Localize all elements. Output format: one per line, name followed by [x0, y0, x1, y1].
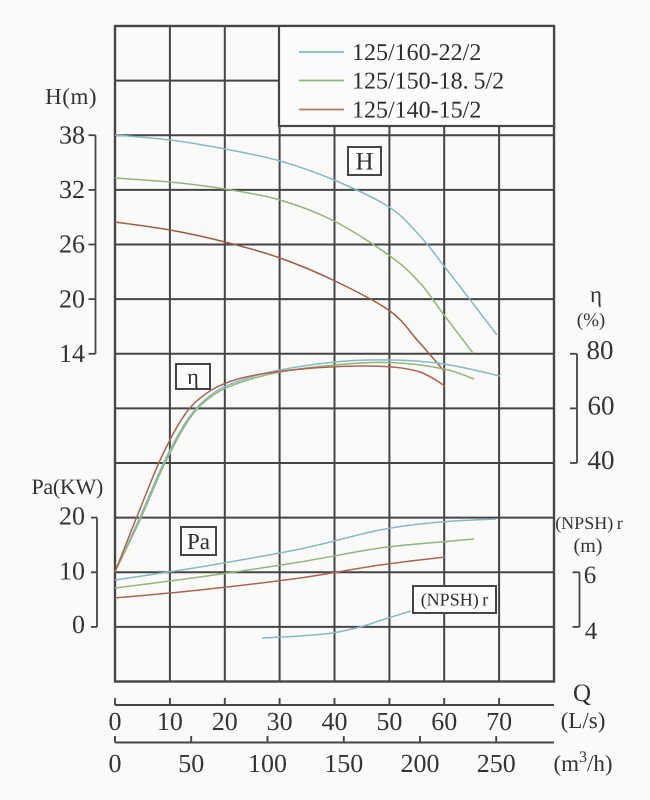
svg-text:20: 20: [212, 707, 238, 736]
svg-text:20: 20: [59, 502, 85, 531]
svg-text:(NPSH) r: (NPSH) r: [555, 513, 623, 533]
svg-text:(%): (%): [577, 310, 605, 331]
svg-text:125/150-18. 5/2: 125/150-18. 5/2: [352, 69, 504, 95]
svg-text:32: 32: [59, 175, 85, 204]
svg-text:(m): (m): [574, 535, 603, 557]
svg-text:10: 10: [59, 556, 85, 585]
svg-text:125/160-22/2: 125/160-22/2: [352, 40, 481, 66]
svg-text:H: H: [355, 149, 373, 176]
svg-text:250: 250: [477, 749, 516, 778]
svg-text:200: 200: [401, 749, 440, 778]
svg-text:0: 0: [109, 707, 122, 736]
svg-text:6: 6: [584, 562, 597, 589]
svg-text:30: 30: [267, 707, 293, 736]
svg-text:38: 38: [59, 120, 85, 149]
svg-text:60: 60: [588, 391, 615, 421]
svg-text:H(m): H(m): [45, 84, 97, 109]
svg-text:η: η: [590, 282, 602, 307]
svg-text:η: η: [187, 364, 199, 389]
svg-text:(L/s): (L/s): [561, 708, 606, 733]
svg-text:40: 40: [322, 707, 348, 736]
svg-text:0: 0: [72, 610, 85, 639]
svg-text:40: 40: [588, 445, 615, 475]
svg-text:(NPSH) r: (NPSH) r: [421, 590, 489, 610]
svg-text:50: 50: [376, 707, 402, 736]
svg-text:26: 26: [59, 230, 85, 259]
svg-text:Pa(KW): Pa(KW): [31, 474, 103, 499]
svg-text:100: 100: [248, 749, 287, 778]
svg-text:14: 14: [59, 339, 85, 368]
svg-text:4: 4: [585, 618, 598, 645]
svg-text:70: 70: [486, 707, 512, 736]
svg-text:20: 20: [59, 284, 85, 313]
svg-text:60: 60: [431, 707, 457, 736]
svg-text:Pa: Pa: [187, 529, 210, 554]
svg-text:50: 50: [178, 749, 204, 778]
svg-text:10: 10: [157, 707, 183, 736]
svg-text:125/140-15/2: 125/140-15/2: [352, 98, 481, 124]
svg-text:150: 150: [324, 749, 363, 778]
svg-text:Q: Q: [573, 680, 591, 707]
svg-text:80: 80: [587, 335, 614, 365]
svg-text:0: 0: [109, 749, 122, 778]
